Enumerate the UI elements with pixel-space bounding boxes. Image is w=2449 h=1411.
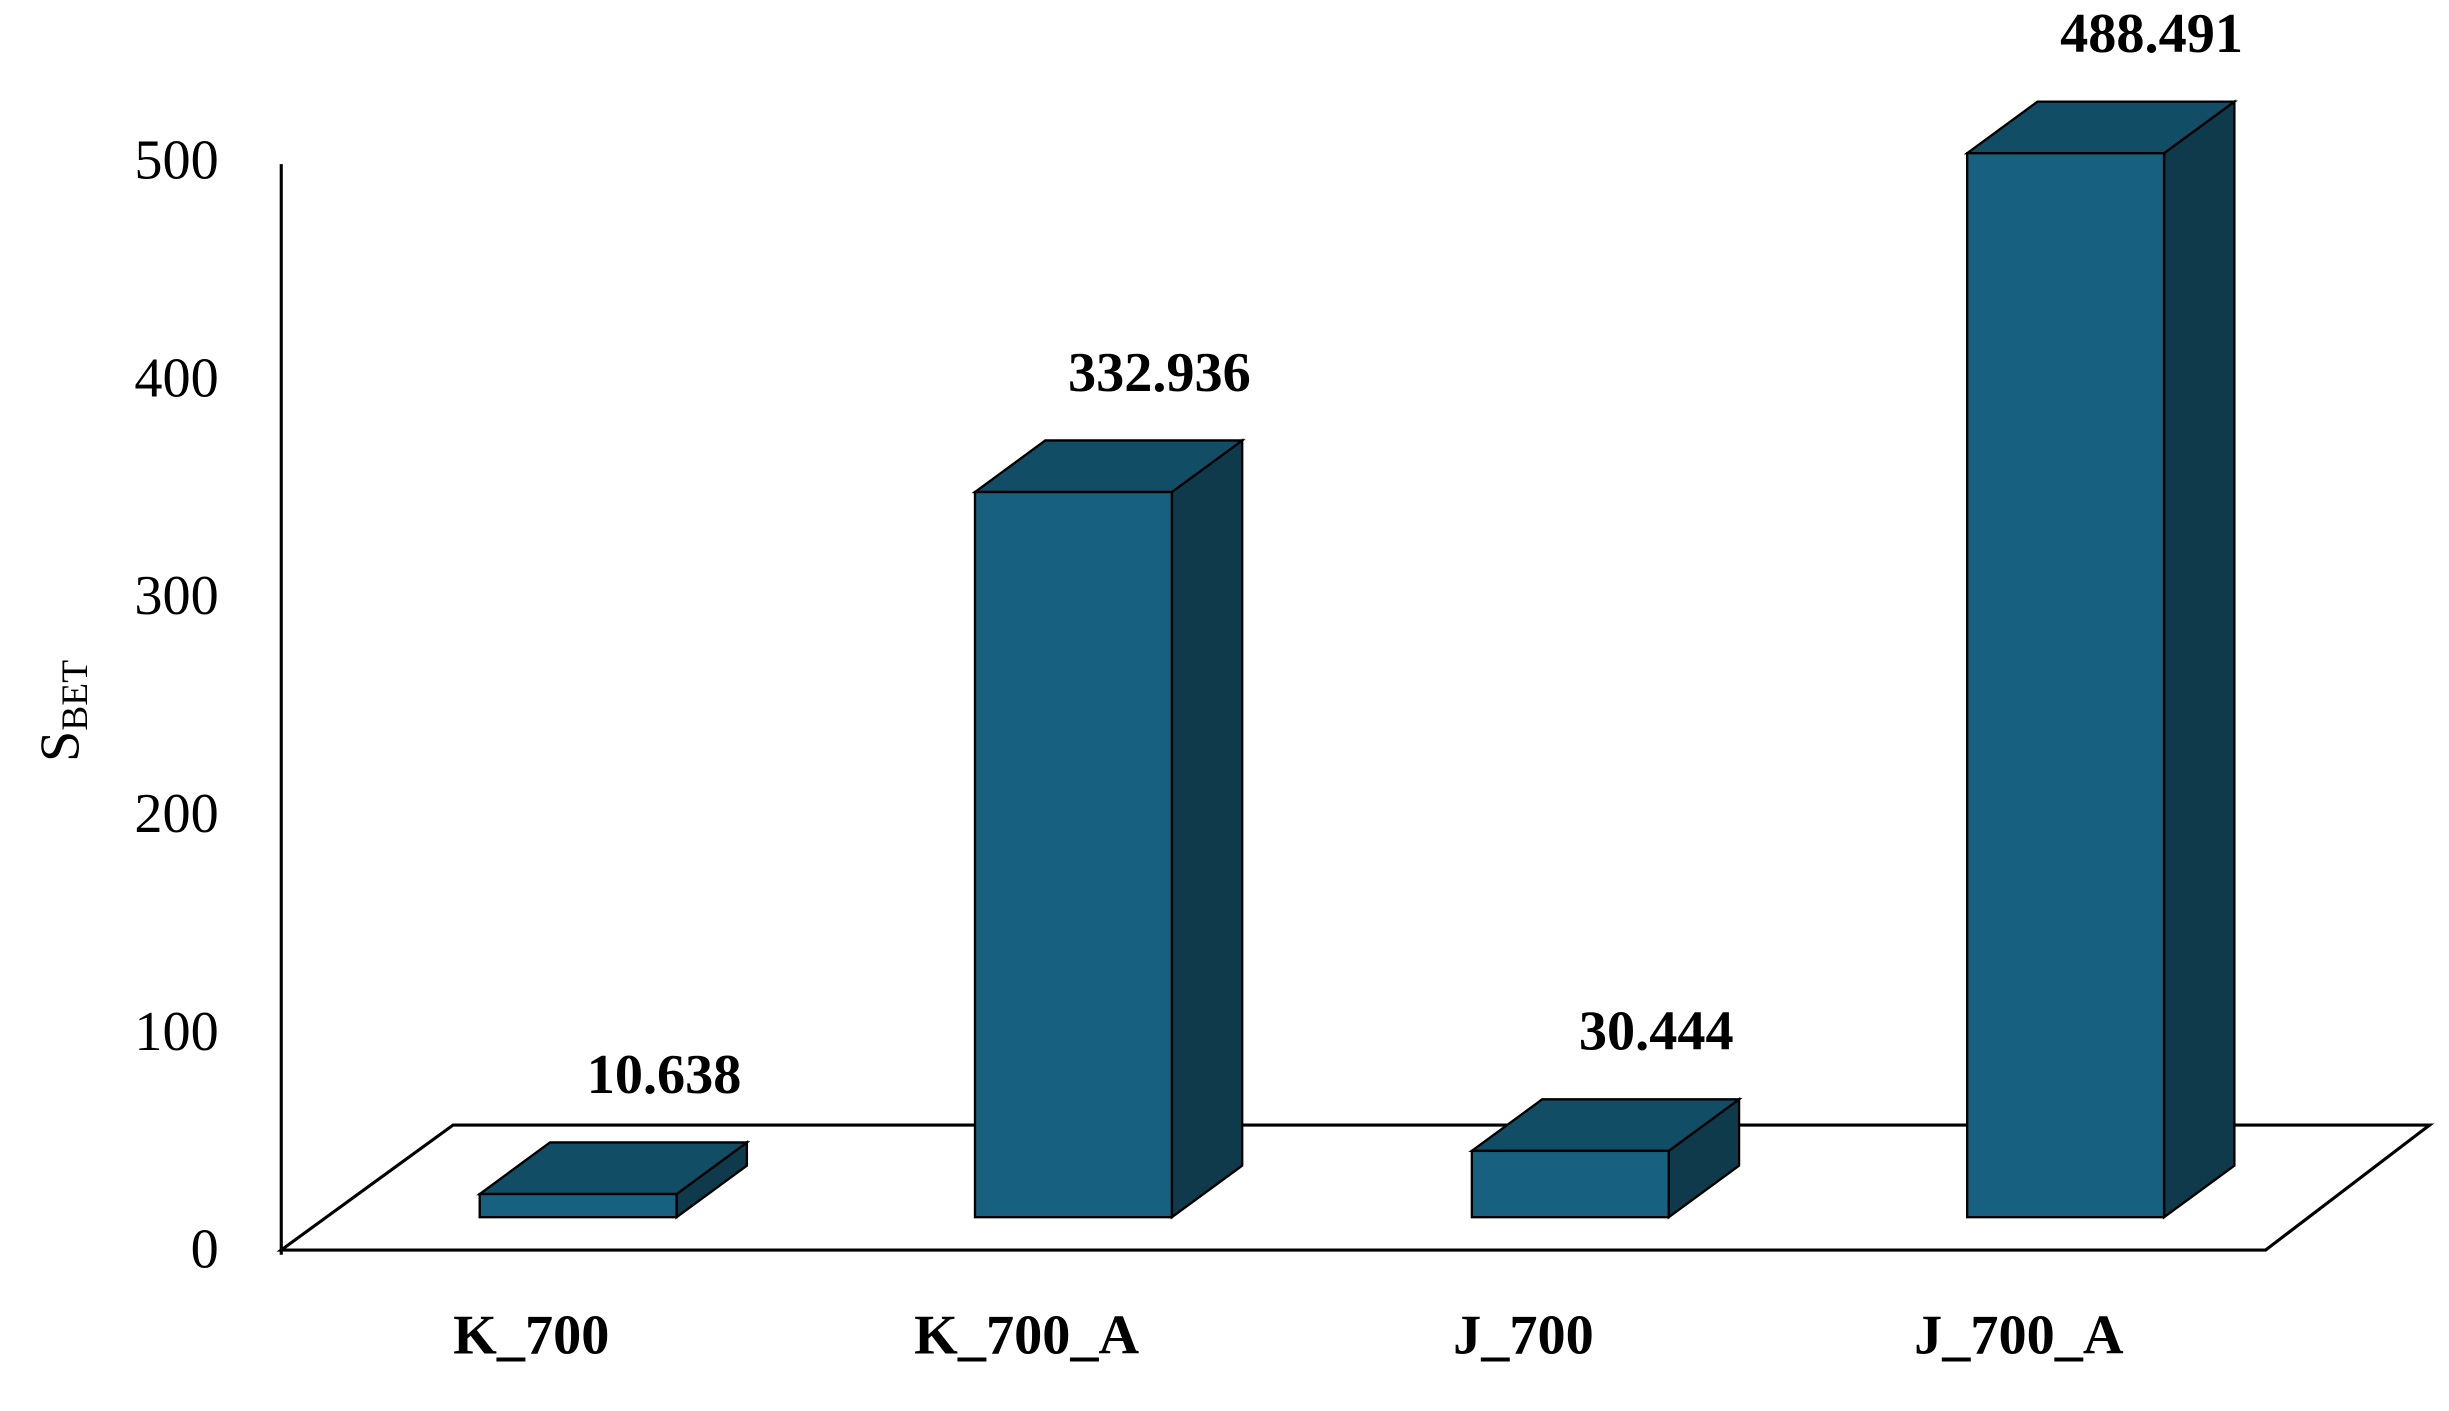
x-tick-label: K_700_A [914, 1305, 1139, 1367]
value-label: 10.638 [587, 1044, 742, 1106]
y-tick-label: 300 [134, 565, 218, 627]
value-label: 332.936 [1068, 342, 1251, 404]
x-tick-label: K_700 [453, 1305, 609, 1367]
bar [1966, 152, 2166, 1219]
bar [1470, 1149, 1670, 1219]
x-tick-label: J_700 [1453, 1305, 1594, 1367]
y-tick-label: 500 [134, 130, 218, 192]
value-label: 30.444 [1579, 1001, 1734, 1063]
plot: SBET 0 100 200 300 400 500 K_700 10.638 K_700_A 3… [30, 3, 2435, 1367]
floor [276, 1123, 2435, 1252]
y-axis-label-sub: BET [55, 660, 96, 731]
bar-side [2162, 99, 2236, 1220]
value-label: 488.491 [2060, 3, 2243, 65]
y-tick-label: 200 [134, 783, 218, 845]
y-axis-label-main: S [30, 731, 92, 762]
y-tick-label: 0 [191, 1219, 219, 1281]
y-axis-label: SBET [30, 660, 96, 762]
bar [478, 1192, 678, 1219]
bar-side [1170, 438, 1244, 1220]
x-tick-label: J_700_A [1914, 1305, 2124, 1367]
y-tick-label: 100 [134, 1001, 218, 1063]
y-tick-label: 400 [134, 347, 218, 409]
bar [973, 490, 1174, 1219]
